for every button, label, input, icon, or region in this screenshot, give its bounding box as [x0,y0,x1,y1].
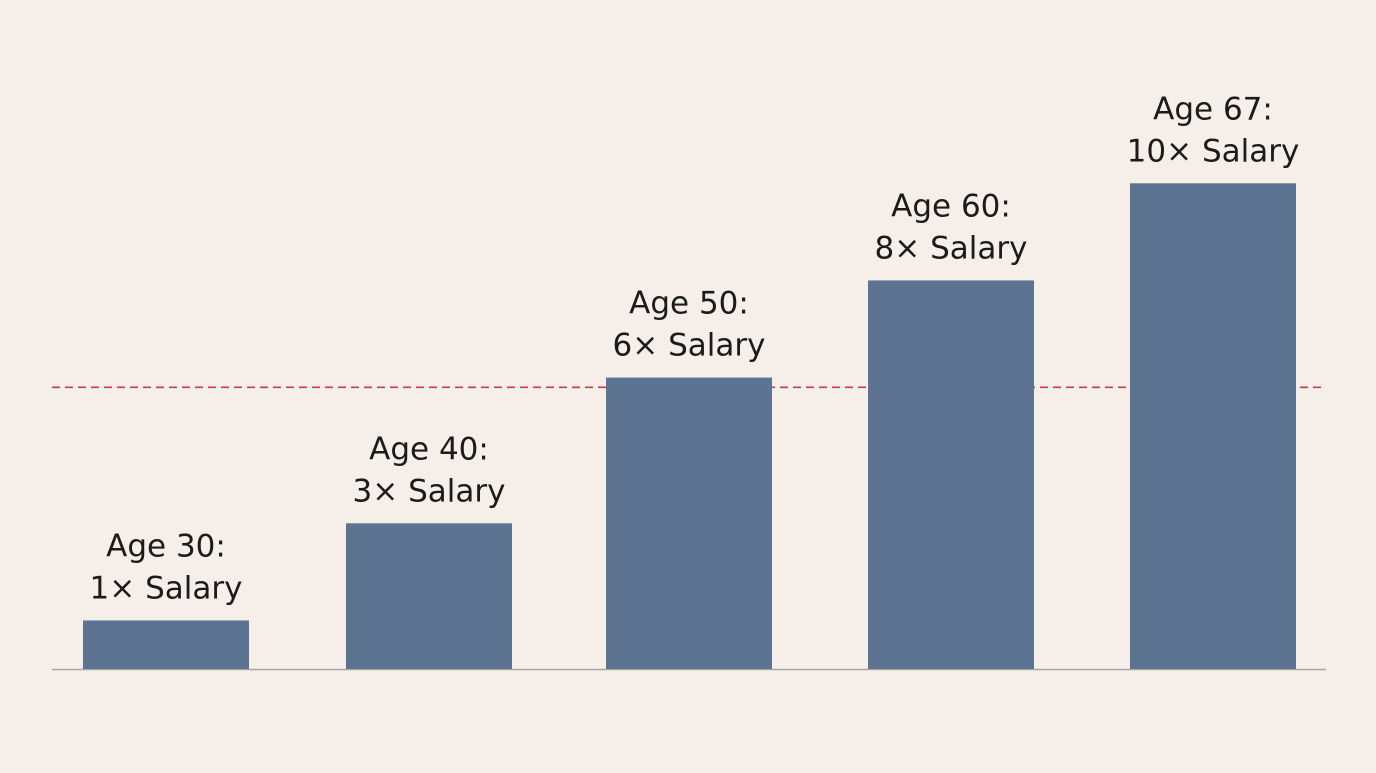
bar-age-40 [346,523,512,669]
data-label-age: Age 50: [629,286,749,322]
data-label-age: Age 40: [369,431,489,467]
data-label-age: Age 60: [891,188,1011,224]
labels-group: Age 30: 1× Salary Age 40: 3× Salary Age 50: 6… [90,91,1300,606]
data-label-salary: 3× Salary [353,473,506,509]
bar-age-30 [83,620,249,669]
bar-age-60 [868,280,1034,669]
data-label-salary: 6× Salary [613,328,766,364]
data-label-age: Age 67: [1153,91,1273,127]
bar-age-50 [606,377,772,669]
data-label-salary: 8× Salary [875,230,1028,266]
data-label-salary: 1× Salary [90,570,243,606]
bar-age-67 [1130,183,1296,670]
data-label-salary: 10× Salary [1127,133,1300,169]
bars-group [83,183,1296,670]
data-label-age: Age 30: [106,528,226,564]
